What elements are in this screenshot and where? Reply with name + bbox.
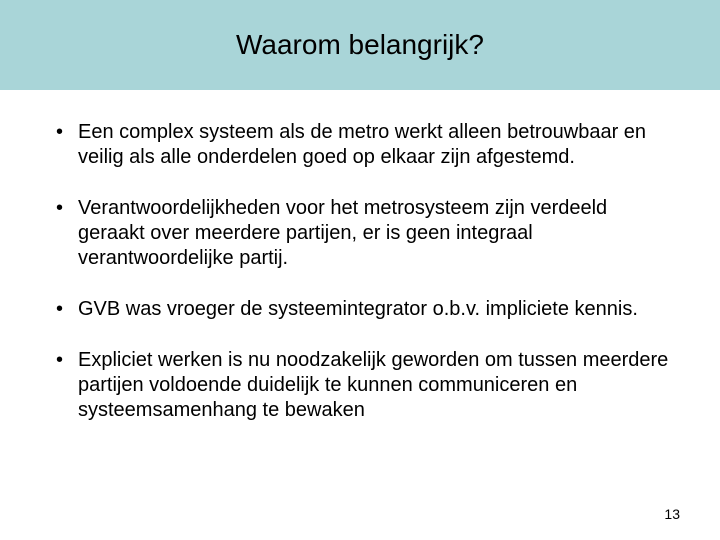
bullet-item: Expliciet werken is nu noodzakelijk gewo… <box>50 348 670 423</box>
bullet-item: GVB was vroeger de systeemintegrator o.b… <box>50 297 670 322</box>
bullet-item: Een complex systeem als de metro werkt a… <box>50 120 670 170</box>
bullet-item: Verantwoordelijkheden voor het metrosyst… <box>50 196 670 271</box>
page-number: 13 <box>664 506 680 522</box>
slide-title: Waarom belangrijk? <box>236 29 484 61</box>
title-bar: Waarom belangrijk? <box>0 0 720 90</box>
slide-content: Een complex systeem als de metro werkt a… <box>0 90 720 423</box>
bullet-list: Een complex systeem als de metro werkt a… <box>50 120 670 423</box>
